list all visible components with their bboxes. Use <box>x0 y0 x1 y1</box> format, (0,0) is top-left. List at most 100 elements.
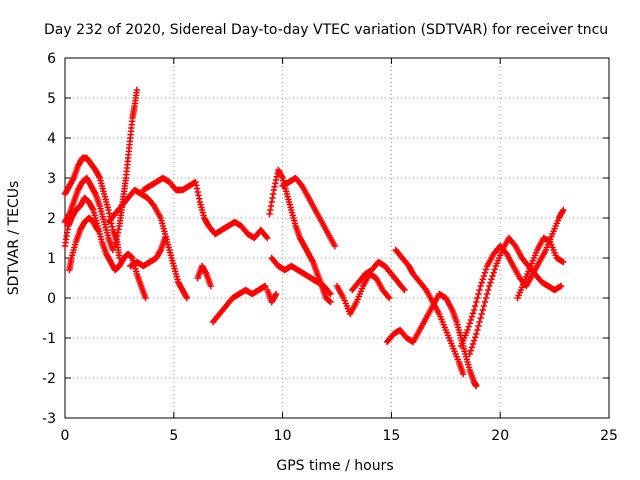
data-point <box>475 290 482 298</box>
data-point <box>466 350 473 358</box>
series-arc-11 <box>264 286 280 306</box>
data-point <box>486 282 493 290</box>
data-point <box>401 286 408 294</box>
data-point <box>482 294 490 302</box>
data-point <box>149 201 157 208</box>
series-arc-18 <box>383 290 480 390</box>
data-point <box>261 282 269 290</box>
data-point <box>481 269 489 276</box>
data-point <box>470 337 478 344</box>
y-tick-label: -1 <box>42 331 56 347</box>
data-point <box>474 294 481 302</box>
x-tick-label: 5 <box>169 428 178 444</box>
data-point <box>207 282 214 290</box>
y-axis-label: SDTVAR / TECUs <box>6 181 22 296</box>
data-point <box>490 269 497 276</box>
data-point <box>471 334 479 341</box>
data-point <box>481 298 489 306</box>
data-point <box>467 316 475 324</box>
data-point <box>471 302 479 310</box>
data-point <box>109 246 117 254</box>
data-point <box>474 326 481 334</box>
chart-title: Day 232 of 2020, Sidereal Day-to-day VTE… <box>44 22 608 38</box>
data-point <box>489 272 496 280</box>
data-point <box>464 326 471 334</box>
series-arc-3 <box>61 194 149 302</box>
data-point <box>133 86 141 94</box>
series-arc-13 <box>268 254 334 298</box>
data-point <box>560 258 567 266</box>
series-arc-7 <box>127 234 169 270</box>
data-point <box>161 234 169 242</box>
data-point <box>469 310 477 317</box>
data-point <box>476 286 483 294</box>
data-point <box>297 181 305 188</box>
y-tick-label: 4 <box>47 131 56 147</box>
data-point <box>502 249 509 256</box>
y-tick-label: 6 <box>47 51 56 67</box>
x-tick-label: 20 <box>491 428 509 444</box>
data-point <box>468 313 476 320</box>
data-point <box>487 279 494 286</box>
data-point <box>473 330 480 338</box>
series-arc-4 <box>66 214 101 274</box>
data-point <box>264 234 271 242</box>
data-point <box>476 318 483 326</box>
y-tick-label: -3 <box>42 411 56 427</box>
data-point <box>477 282 484 290</box>
data-point <box>479 306 486 314</box>
data-point <box>327 298 334 306</box>
series-arc-5 <box>111 86 141 250</box>
series-arc-19 <box>466 234 565 358</box>
x-axis-label: GPS time / hours <box>276 458 393 474</box>
data-point <box>479 276 486 283</box>
y-tick-label: -2 <box>42 371 56 387</box>
data-point <box>460 370 467 378</box>
x-tick-label: 0 <box>61 428 70 444</box>
data-point <box>326 289 333 296</box>
data-point <box>480 302 488 310</box>
data-point <box>469 340 477 348</box>
data-point <box>557 282 565 290</box>
series-arc-6 <box>105 186 191 302</box>
data-point <box>473 382 480 390</box>
data-point <box>94 226 101 234</box>
data-point <box>183 294 191 302</box>
data-point <box>480 272 488 280</box>
series-arc-8 <box>140 174 271 242</box>
data-point <box>331 242 339 250</box>
data-point <box>477 314 484 322</box>
data-point <box>511 241 518 248</box>
data-point <box>470 306 478 314</box>
data-point <box>421 285 429 292</box>
data-point <box>142 294 149 302</box>
data-point <box>400 285 407 292</box>
series-arc-14 <box>279 174 339 250</box>
x-tick-label: 10 <box>274 428 292 444</box>
y-tick-label: 3 <box>47 171 56 187</box>
series-arc-20 <box>457 206 567 350</box>
data-point <box>483 290 491 298</box>
axis-ticks: 0 5 10 15 20 25 -3 -2 -1 0 1 2 3 4 5 6 <box>42 51 618 444</box>
data-point <box>327 290 334 298</box>
plot-frame <box>64 57 610 419</box>
data-point <box>482 266 490 273</box>
data-point <box>478 310 485 318</box>
series-arc-12 <box>266 166 334 306</box>
data-point <box>465 323 472 330</box>
data-point <box>475 322 482 330</box>
data-points <box>61 86 567 390</box>
y-tick-label: 5 <box>47 91 56 107</box>
data-point <box>467 347 475 354</box>
y-tick-label: 2 <box>47 211 56 227</box>
x-tick-label: 25 <box>600 428 618 444</box>
series-arc-9 <box>194 262 214 290</box>
data-point <box>560 206 567 214</box>
data-point <box>384 293 392 300</box>
data-point <box>478 279 485 286</box>
data-point <box>263 233 270 240</box>
data-point <box>488 276 495 283</box>
data-point <box>485 286 492 294</box>
data-point <box>272 290 280 298</box>
